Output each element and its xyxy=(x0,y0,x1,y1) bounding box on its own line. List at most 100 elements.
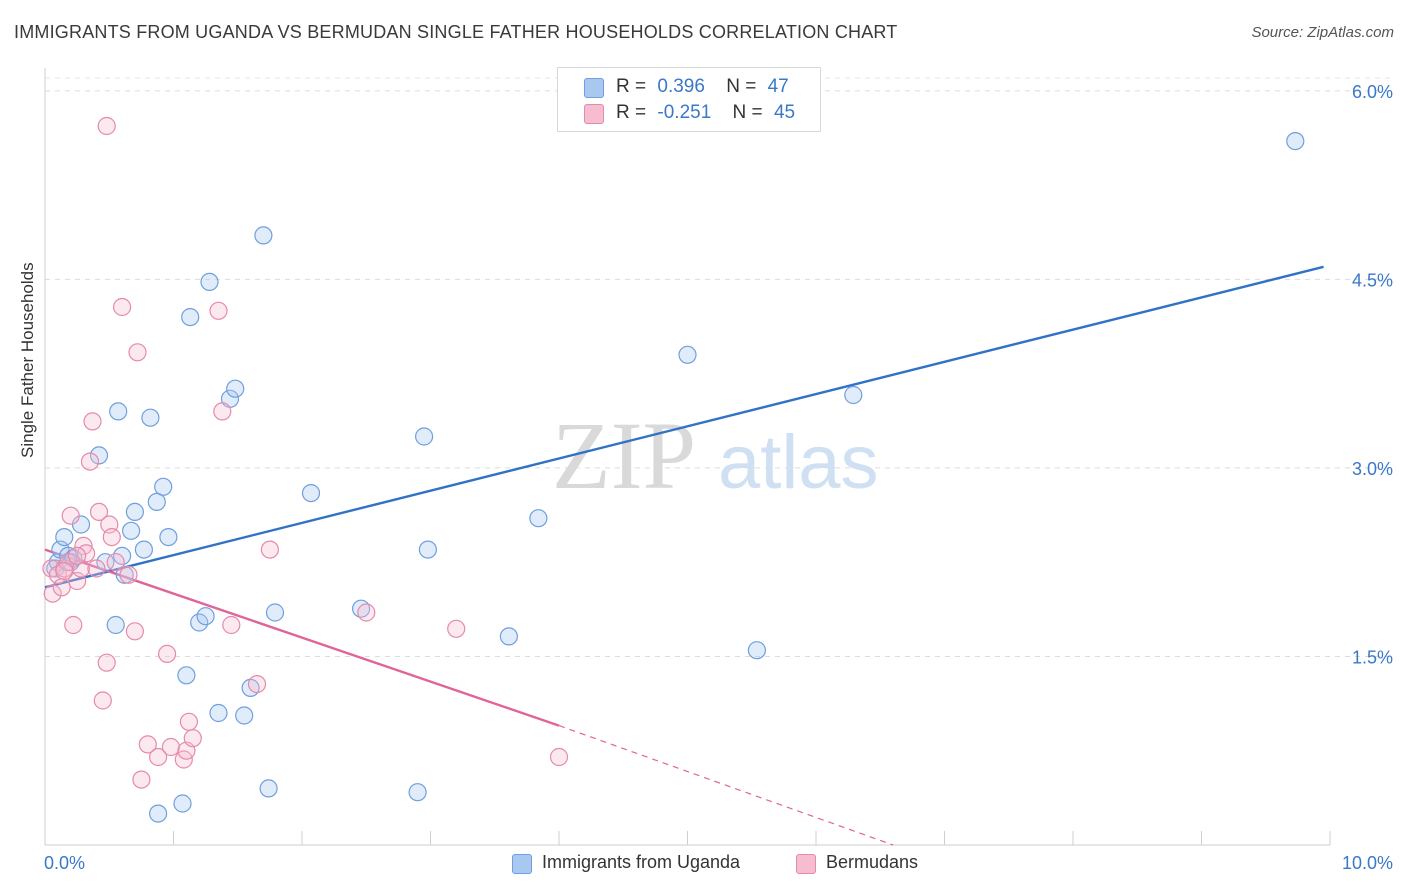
bermudan-point xyxy=(125,622,144,641)
uganda-point xyxy=(301,484,321,503)
bermudan-point xyxy=(183,729,202,748)
legend-swatch-bermudans xyxy=(584,104,604,124)
bermudan-point xyxy=(55,561,74,581)
uganda-point xyxy=(89,446,109,465)
uganda-point xyxy=(159,527,178,547)
bermudan-point xyxy=(80,452,100,471)
uganda-point xyxy=(55,527,74,547)
uganda-point xyxy=(265,603,285,622)
uganda-point xyxy=(122,521,141,540)
legend-label-bermudans: Bermudans xyxy=(826,852,919,872)
bermudan-point xyxy=(128,343,147,362)
bermudan-point xyxy=(83,412,102,431)
bermudan-point xyxy=(161,737,180,757)
y-tick-label: 6.0% xyxy=(1352,82,1393,102)
watermark: ZIP atlas xyxy=(552,402,879,509)
uganda-point xyxy=(109,402,128,421)
uganda-point xyxy=(499,627,518,646)
legend-swatch-uganda xyxy=(584,78,604,98)
chart-title: IMMIGRANTS FROM UGANDA VS BERMUDAN SINGL… xyxy=(14,22,898,42)
source-note: Source: ZipAtlas.com xyxy=(1251,24,1394,41)
y-tick-label: 1.5% xyxy=(1352,647,1393,667)
bermudan-point xyxy=(222,615,241,635)
bermudan-point xyxy=(102,527,121,547)
axes xyxy=(44,68,1331,846)
bermudan-point xyxy=(87,559,106,578)
uganda-point xyxy=(678,345,697,364)
n-label: N = xyxy=(732,102,763,123)
r-label: R = xyxy=(616,102,647,123)
uganda-point xyxy=(134,540,153,559)
bermudan-point xyxy=(132,770,151,789)
n-value: 45 xyxy=(773,102,796,123)
bermudan-point xyxy=(213,402,232,421)
uganda-point xyxy=(747,641,767,660)
bermudan-point xyxy=(43,584,62,603)
uganda-point xyxy=(226,379,245,398)
x-tick-label: 0.0% xyxy=(44,853,85,873)
uganda-point xyxy=(408,783,427,802)
bermudan-point xyxy=(247,674,267,694)
bermudan-point xyxy=(67,546,87,566)
uganda-point xyxy=(154,477,173,496)
watermark-atlas: atlas xyxy=(718,420,879,505)
uganda-point xyxy=(96,553,115,572)
bermudan-point xyxy=(357,603,376,622)
bermudan-point xyxy=(138,735,157,754)
uganda-point xyxy=(177,666,196,685)
uganda-point xyxy=(259,779,278,798)
bermudan-point xyxy=(97,653,116,672)
bermudan-point xyxy=(260,540,279,559)
bermudan-point xyxy=(179,712,198,731)
uganda-point xyxy=(141,408,160,427)
uganda-point xyxy=(196,607,215,626)
y-tick-label: 4.5% xyxy=(1352,270,1393,290)
uganda-point xyxy=(173,794,192,813)
bermudan-point xyxy=(549,747,569,767)
n-value: 47 xyxy=(767,76,789,97)
uganda-trend-line xyxy=(44,265,1324,589)
uganda-point xyxy=(149,804,168,823)
legend-label-uganda: Immigrants from Uganda xyxy=(542,852,741,872)
bermudan-trend-line xyxy=(44,548,560,727)
bermudan-point xyxy=(64,615,83,635)
uganda-point xyxy=(235,706,254,725)
uganda-point xyxy=(254,226,273,245)
uganda-point xyxy=(209,703,228,723)
bermudan-point xyxy=(119,565,138,584)
r-value: 0.396 xyxy=(657,76,705,97)
uganda-point xyxy=(181,308,200,327)
series-legend: Immigrants from Uganda Bermudans xyxy=(0,852,1406,876)
uganda-point xyxy=(106,615,125,635)
bermudan-point xyxy=(61,506,80,525)
data-points xyxy=(42,116,1305,823)
bermudan-point xyxy=(112,297,132,317)
r-value: -0.251 xyxy=(657,102,712,123)
uganda-point xyxy=(415,427,434,446)
uganda-point xyxy=(125,502,144,521)
bermudan-point xyxy=(447,619,466,638)
r-label: R = xyxy=(616,76,647,97)
uganda-point xyxy=(844,385,863,405)
uganda-point xyxy=(418,540,437,559)
tick-labels: 1.5% 3.0% 4.5% 6.0% 0.0% 10.0% xyxy=(44,82,1393,873)
bermudan-point xyxy=(93,691,112,710)
bermudan-point xyxy=(97,116,116,136)
bermudan-trend-extension xyxy=(558,725,894,846)
legend-swatch-bermudans xyxy=(796,854,816,874)
x-tick-label: 10.0% xyxy=(1342,853,1393,873)
uganda-point xyxy=(147,492,166,511)
bermudan-point xyxy=(89,502,109,521)
correlation-legend: R = 0.396 N = 47 R = -0.251 N = 45 xyxy=(557,67,821,132)
bermudan-point xyxy=(209,301,228,320)
uganda-point xyxy=(200,272,219,291)
uganda-point xyxy=(115,565,134,584)
bermudan-point xyxy=(52,578,71,597)
bermudan-point xyxy=(158,644,177,664)
watermark-zip: ZIP xyxy=(552,402,696,509)
trend-lines xyxy=(44,265,1324,846)
grid-lines xyxy=(45,77,1392,657)
y-tick-label: 3.0% xyxy=(1352,459,1393,479)
legend-swatch-uganda xyxy=(512,854,532,874)
